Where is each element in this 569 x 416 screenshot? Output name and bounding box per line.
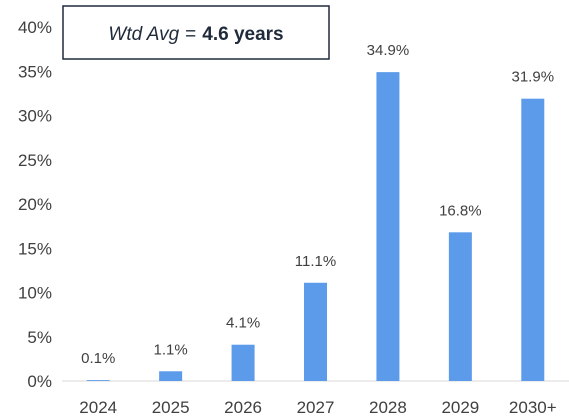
data-label-2024: 0.1% (81, 350, 115, 367)
annotation-operator: = (185, 24, 196, 45)
y-tick-label: 10% (18, 284, 52, 303)
category-label-2030+: 2030+ (509, 398, 557, 416)
category-label-2027: 2027 (297, 398, 335, 416)
data-label-2026: 4.1% (226, 315, 260, 332)
data-label-2025: 1.1% (154, 341, 188, 358)
y-tick-label: 35% (18, 62, 52, 81)
category-label-2024: 2024 (79, 398, 117, 416)
bar-2030+ (521, 98, 545, 381)
weighted-average-annotation: Wtd Avg = 4.6 years (62, 5, 330, 60)
category-label-2026: 2026 (224, 398, 262, 416)
y-tick-label: 20% (18, 195, 52, 214)
y-tick-label: 5% (27, 328, 52, 347)
bar-2024 (86, 380, 110, 381)
data-label-2029: 16.8% (439, 202, 482, 219)
bars-group (86, 72, 545, 381)
bar-2029 (448, 232, 472, 381)
bar-2028 (376, 72, 400, 381)
annotation-box (62, 5, 330, 60)
category-label-2029: 2029 (441, 398, 479, 416)
y-axis-tick-labels: 0% 5% 10% 15% 20% 25% 30% 35% 40% (18, 18, 52, 391)
bar-2027 (304, 282, 327, 381)
category-label-2028: 2028 (369, 398, 407, 416)
data-label-2027: 11.1% (295, 253, 336, 270)
bar-2025 (159, 371, 183, 381)
y-tick-label: 15% (18, 239, 52, 258)
annotation-value: 4.6 years (202, 24, 283, 45)
annotation-text: Wtd Avg = 4.6 years (108, 24, 283, 45)
category-label-2025: 2025 (152, 398, 190, 416)
y-tick-label: 40% (18, 18, 52, 37)
bar-2026 (231, 344, 255, 381)
data-label-2030+: 31.9% (512, 69, 555, 86)
y-tick-label: 30% (18, 107, 52, 126)
y-tick-label: 25% (18, 151, 52, 170)
data-labels-group: 0.1% 1.1% 4.1% 11.1% 34.9% 16.8% 31.9% (81, 42, 554, 367)
annotation-prefix: Wtd Avg (108, 24, 179, 45)
data-label-2028: 34.9% (367, 42, 410, 59)
y-tick-label: 0% (27, 372, 52, 391)
x-axis-category-labels: 2024 2025 2026 2027 2028 2029 2030+ (79, 398, 556, 416)
